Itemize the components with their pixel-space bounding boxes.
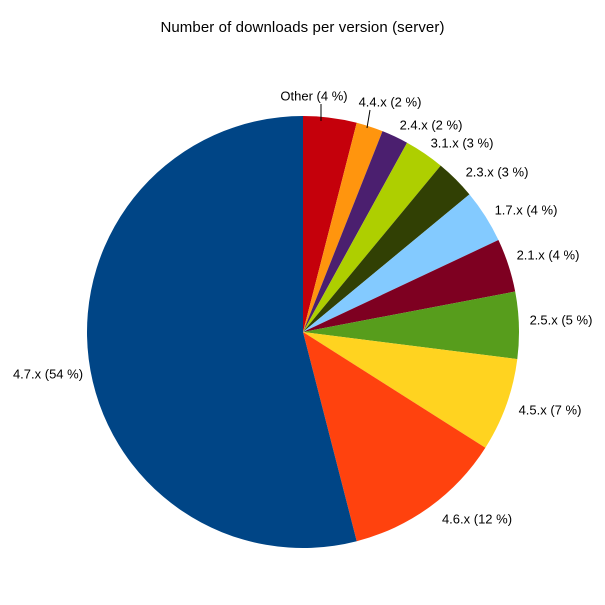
slice-label-Other: Other (4 %) bbox=[280, 89, 347, 104]
slice-label-4.5.x: 4.5.x (7 %) bbox=[519, 403, 582, 418]
pie-slice-3.1.x bbox=[303, 142, 441, 332]
chart-title: Number of downloads per version (server) bbox=[160, 19, 445, 36]
pie-slice-2.4.x bbox=[303, 131, 408, 332]
slice-label-4.6.x: 4.6.x (12 %) bbox=[442, 512, 512, 527]
pie-slice-4.7.x bbox=[87, 116, 357, 548]
slice-label-2.5.x: 2.5.x (5 %) bbox=[530, 313, 593, 328]
label-leader-line-4.4.x bbox=[366, 109, 371, 129]
pie-slice-4.5.x bbox=[303, 332, 518, 448]
slice-label-4.4.x: 4.4.x (2 %) bbox=[359, 95, 422, 110]
slice-label-2.3.x: 2.3.x (3 %) bbox=[466, 165, 529, 180]
slice-label-1.7.x: 1.7.x (4 %) bbox=[495, 203, 558, 218]
pie-slice-2.5.x bbox=[303, 291, 520, 360]
slice-label-2.4.x: 2.4.x (2 %) bbox=[400, 118, 463, 133]
pie-slice-4.6.x bbox=[303, 332, 486, 542]
slice-label-4.7.x: 4.7.x (54 %) bbox=[13, 367, 83, 382]
slice-label-2.1.x: 2.1.x (4 %) bbox=[517, 248, 580, 263]
pie-slice-Other bbox=[303, 116, 357, 332]
pie-slice-2.3.x bbox=[303, 165, 470, 332]
pie-slice-1.7.x bbox=[303, 194, 499, 332]
slice-label-3.1.x: 3.1.x (3 %) bbox=[431, 136, 494, 151]
pie-slice-4.4.x bbox=[303, 122, 383, 332]
pie-slice-2.1.x bbox=[303, 240, 516, 332]
